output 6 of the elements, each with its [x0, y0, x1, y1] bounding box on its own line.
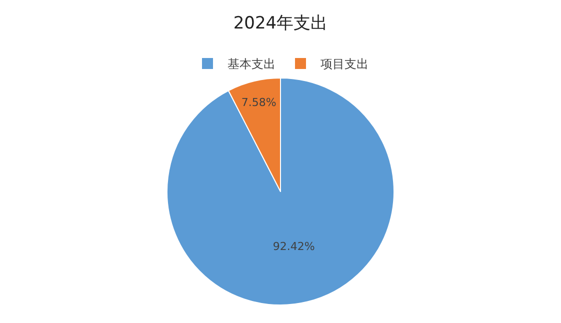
- legend-label: 项目支出: [320, 57, 368, 72]
- legend-label: 基本支出: [228, 57, 276, 72]
- data-label: 7.58%: [241, 96, 276, 109]
- chart-title: 2024年支出: [233, 14, 328, 34]
- data-label: 92.42%: [272, 240, 315, 254]
- pie-slice: [166, 78, 394, 306]
